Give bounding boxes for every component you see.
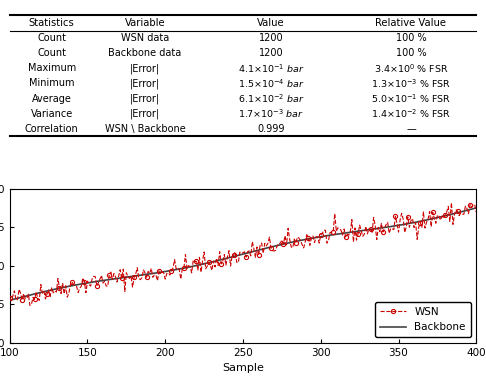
Backbone — [7, 298, 13, 303]
X-axis label: Sample: Sample — [222, 363, 264, 373]
Line: WSN: WSN — [8, 201, 478, 308]
WSN — [449, 201, 454, 205]
WSN — [375, 225, 381, 230]
Backbone — [473, 206, 479, 210]
WSN — [402, 230, 408, 235]
Backbone — [400, 222, 406, 227]
Line: Backbone: Backbone — [10, 208, 476, 300]
WSN — [327, 230, 333, 235]
Legend: WSN, Backbone: WSN, Backbone — [375, 302, 471, 337]
WSN — [27, 303, 33, 308]
WSN — [196, 255, 202, 259]
WSN — [7, 295, 13, 300]
Backbone — [195, 263, 201, 268]
Backbone — [374, 226, 380, 231]
WSN — [441, 216, 447, 221]
Backbone — [210, 259, 216, 264]
Backbone — [439, 214, 445, 219]
Backbone — [326, 233, 331, 238]
WSN — [473, 210, 479, 215]
WSN — [212, 264, 218, 269]
